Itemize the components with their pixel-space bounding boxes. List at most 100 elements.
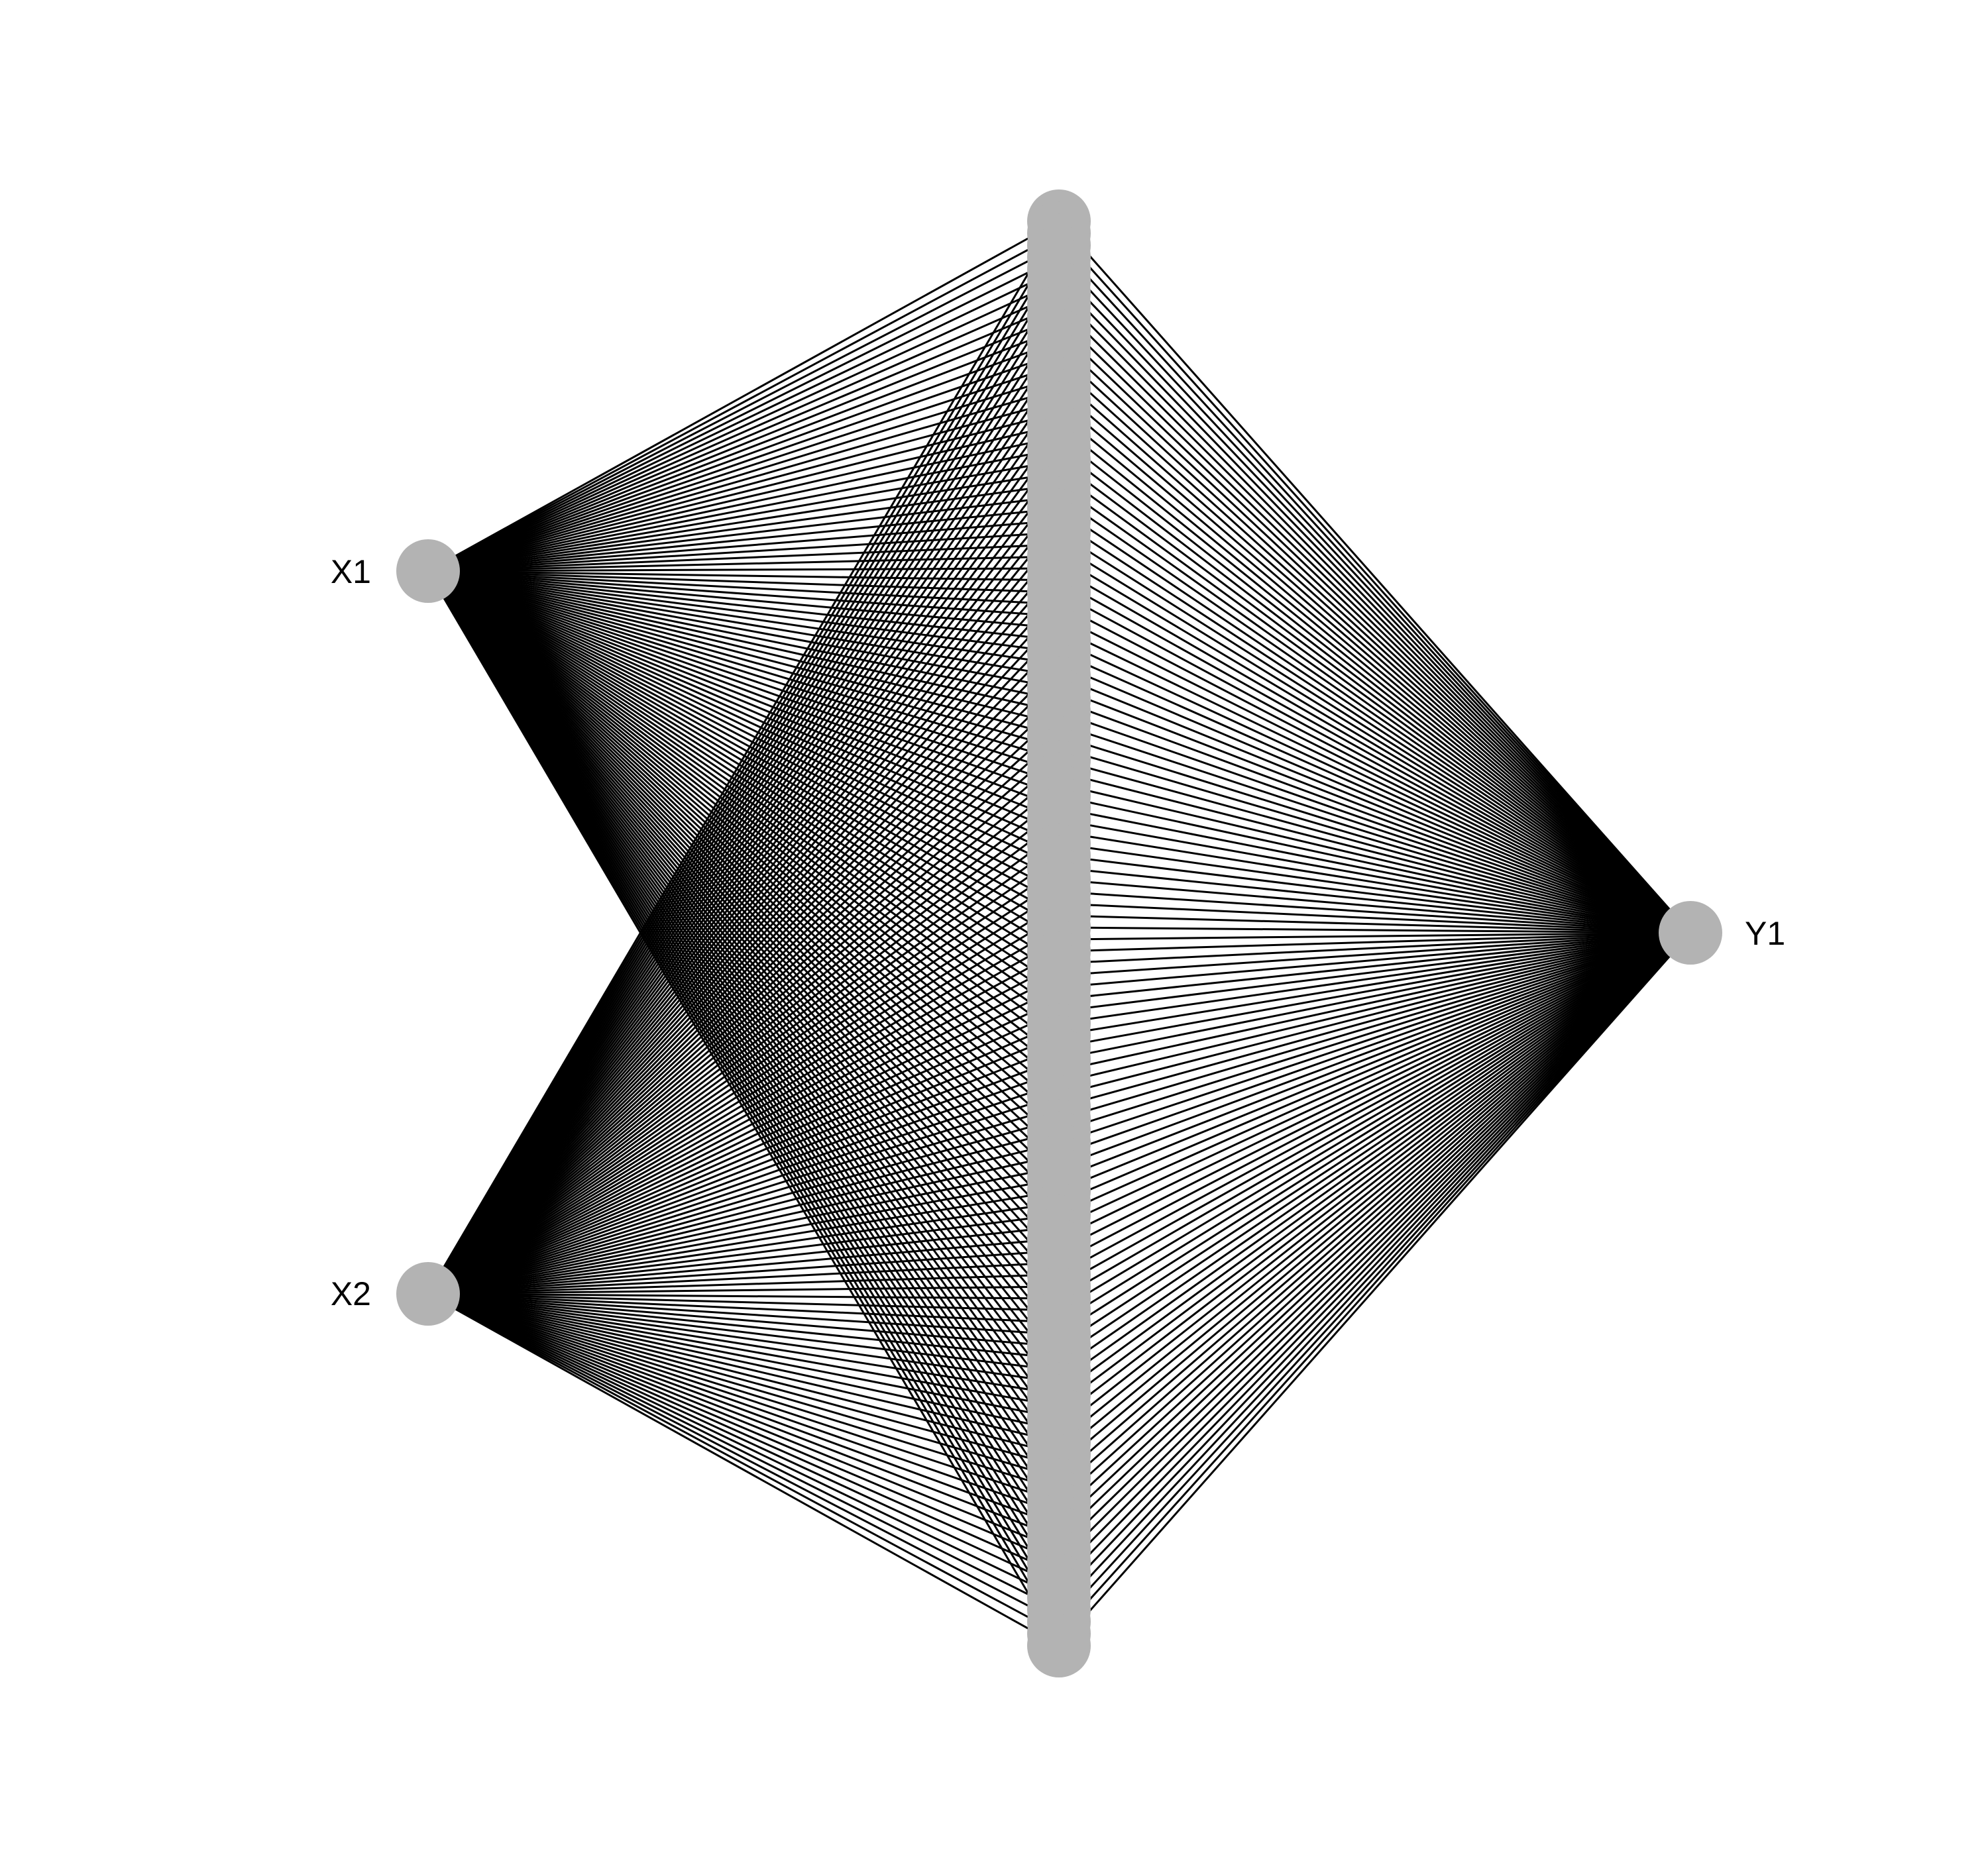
edge-x2-h120 [427, 1293, 1060, 1647]
edge-x2-h101 [427, 1293, 1060, 1420]
edge-x2-h42 [427, 711, 1060, 1295]
edge-x2-h68 [427, 1022, 1060, 1295]
edge-h88-y1 [1058, 931, 1691, 1264]
edge-x2-h29 [427, 555, 1060, 1295]
edge-x2-h72 [427, 1070, 1060, 1295]
edge-x2-h70 [427, 1046, 1060, 1295]
edge-x2-h28 [427, 543, 1060, 1295]
edge-x2-h87 [427, 1249, 1060, 1295]
edge-x2-h26 [427, 519, 1060, 1295]
edge-x2-h90 [427, 1285, 1060, 1295]
edge-h114-y1 [1058, 931, 1692, 1575]
edge-x2-h111 [427, 1293, 1060, 1539]
edge-x2-h24 [427, 496, 1060, 1295]
edge-h17-y1 [1058, 411, 1691, 934]
edge-h80-y1 [1058, 931, 1691, 1168]
edge-x2-h112 [427, 1293, 1060, 1551]
edge-h68-y1 [1058, 931, 1691, 1024]
edge-x1-h1 [427, 220, 1060, 572]
edge-x2-h73 [427, 1082, 1060, 1295]
edge-x2-h76 [427, 1118, 1060, 1295]
edge-h104-y1 [1058, 931, 1691, 1456]
edge-h103-y1 [1058, 931, 1691, 1444]
edge-x2-h30 [427, 567, 1060, 1295]
edge-h29-y1 [1058, 555, 1691, 934]
edge-h8-y1 [1058, 304, 1692, 934]
edge-x2-h99 [427, 1293, 1060, 1396]
edge-x2-h50 [427, 807, 1060, 1295]
edge-x1-h4 [427, 256, 1060, 572]
edge-h10-y1 [1058, 328, 1692, 934]
edge-x2-h33 [427, 604, 1060, 1295]
edge-x2-h19 [427, 436, 1060, 1295]
edge-x2-h14 [427, 376, 1060, 1295]
edge-x2-h106 [427, 1293, 1060, 1479]
edge-x2-h37 [427, 651, 1060, 1295]
edge-x2-h32 [427, 592, 1060, 1295]
edge-h119-y1 [1058, 931, 1692, 1634]
edge-x2-h22 [427, 472, 1060, 1295]
edge-x2-h77 [427, 1130, 1060, 1295]
edge-h46-y1 [1058, 759, 1691, 934]
edge-x2-h102 [427, 1293, 1060, 1432]
edge-h37-y1 [1058, 651, 1691, 934]
edge-h51-y1 [1058, 818, 1691, 934]
edge-x2-h12 [427, 352, 1060, 1295]
edge-x1-h3 [427, 244, 1060, 572]
edge-x2-h25 [427, 507, 1060, 1295]
edge-h12-y1 [1058, 352, 1692, 934]
edge-x1-h2 [427, 232, 1060, 572]
edge-x2-h85 [427, 1226, 1060, 1295]
edge-h111-y1 [1058, 931, 1692, 1539]
edge-h57-y1 [1058, 890, 1691, 934]
edge-h116-y1 [1058, 931, 1692, 1599]
edge-x2-h21 [427, 460, 1060, 1295]
edge-h42-y1 [1058, 711, 1691, 934]
edge-h11-y1 [1058, 340, 1692, 934]
edge-h94-y1 [1058, 931, 1691, 1336]
edge-h61-y1 [1058, 931, 1691, 941]
edge-h92-y1 [1058, 931, 1691, 1312]
edge-x2-h86 [427, 1238, 1060, 1295]
edge-x2-h51 [427, 819, 1060, 1295]
edge-h109-y1 [1058, 931, 1692, 1515]
edge-h89-y1 [1058, 931, 1691, 1276]
edge-x2-h45 [427, 747, 1060, 1295]
edge-h32-y1 [1058, 591, 1691, 934]
edge-x2-h61 [427, 938, 1060, 1295]
edge-x1-h12 [427, 352, 1060, 572]
edge-h54-y1 [1058, 855, 1691, 934]
edge-x2-h94 [427, 1293, 1060, 1336]
edge-x2-h35 [427, 627, 1060, 1295]
edge-h105-y1 [1058, 931, 1691, 1467]
edge-h55-y1 [1058, 867, 1691, 934]
edge-x2-h18 [427, 424, 1060, 1295]
edge-x2-h11 [427, 340, 1060, 1295]
edge-h15-y1 [1058, 388, 1691, 934]
hidden-layer [1027, 189, 1091, 1677]
edge-h34-y1 [1058, 615, 1691, 934]
edge-x2-h59 [427, 914, 1060, 1295]
edge-x1-h7 [427, 292, 1060, 572]
edge-x2-h2 [427, 233, 1060, 1295]
edge-x2-h63 [427, 962, 1060, 1295]
edge-x2-h74 [427, 1094, 1060, 1295]
edge-h96-y1 [1058, 931, 1691, 1359]
edge-x2-h36 [427, 639, 1060, 1295]
edge-x2-h48 [427, 782, 1060, 1295]
edge-h107-y1 [1058, 931, 1691, 1491]
edge-h43-y1 [1058, 723, 1691, 934]
edge-h33-y1 [1058, 603, 1691, 934]
edge-x2-h64 [427, 974, 1060, 1295]
edge-h98-y1 [1058, 931, 1691, 1383]
edge-x2-h109 [427, 1293, 1060, 1515]
edge-h101-y1 [1058, 931, 1691, 1419]
edge-x2-h95 [427, 1293, 1060, 1348]
edge-h59-y1 [1058, 914, 1691, 934]
edge-x2-h115 [427, 1293, 1060, 1587]
edge-x2-h116 [427, 1293, 1060, 1599]
edge-h69-y1 [1058, 931, 1691, 1037]
edge-h118-y1 [1058, 931, 1692, 1622]
edge-h84-y1 [1058, 931, 1691, 1216]
